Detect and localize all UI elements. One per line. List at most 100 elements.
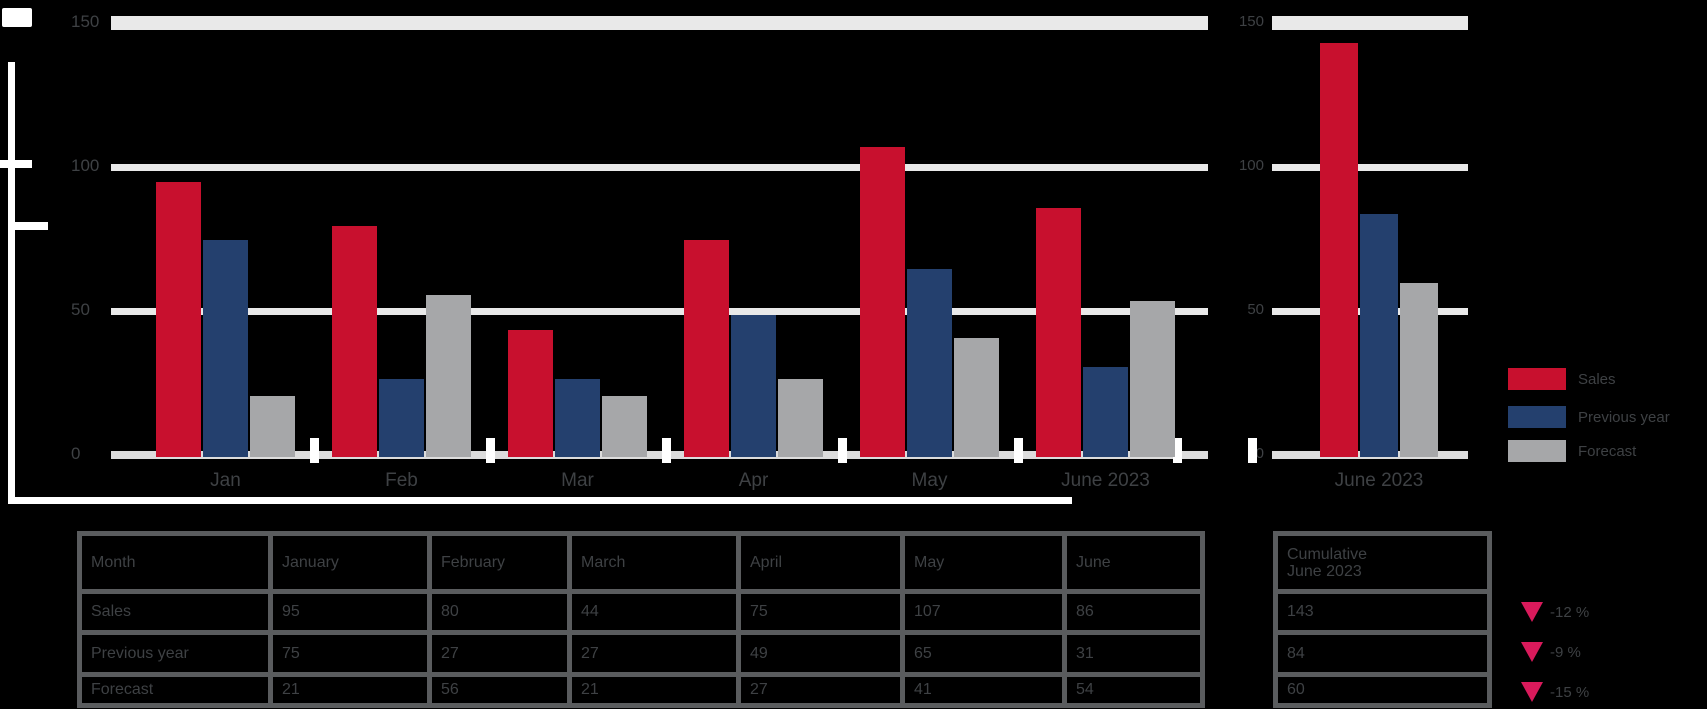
- table-cell: 95: [273, 594, 427, 630]
- table-cell: 31: [1067, 635, 1200, 672]
- baseline-tick: [1014, 438, 1023, 463]
- y-tick-label: 150: [1238, 13, 1264, 30]
- y-tick-label: 100: [1238, 157, 1264, 174]
- legend-label: Forecast: [1578, 443, 1637, 460]
- bar-sales-mar: [508, 330, 553, 457]
- kpi-delta-label: -9 %: [1550, 644, 1581, 661]
- gridline: [111, 16, 1208, 30]
- legend-item-previous-year: Previous year: [1508, 406, 1707, 429]
- table-cell: 54: [1067, 677, 1200, 703]
- down-triangle-icon: [1521, 682, 1543, 702]
- corner-chip: [2, 8, 32, 27]
- baseline-tick: [486, 438, 495, 463]
- bar-previous-year-mar: [555, 379, 600, 457]
- kpi-delta-label: -12 %: [1550, 604, 1590, 621]
- bar-sales-june-2023: [1320, 43, 1358, 457]
- baseline-tick: [838, 438, 847, 463]
- table-header-cell: Cumulative June 2023: [1278, 536, 1487, 589]
- bar-previous-year-apr: [731, 315, 776, 457]
- table-cell: 143: [1278, 594, 1487, 630]
- down-triangle-icon: [1521, 642, 1543, 662]
- bar-forecast-may: [954, 338, 999, 457]
- table-cell: 21: [572, 677, 736, 703]
- legend-label: Sales: [1578, 371, 1616, 388]
- bar-sales-feb: [332, 226, 377, 457]
- bar-forecast-june-2023: [1400, 283, 1438, 457]
- kpi-row: -15 %: [1521, 681, 1691, 703]
- table-cell: 27: [432, 635, 567, 672]
- table-cell: 80: [432, 594, 567, 630]
- table-cell: 65: [905, 635, 1062, 672]
- gridline: [1272, 163, 1468, 171]
- bar-previous-year-feb: [379, 379, 424, 457]
- legend-label: Previous year: [1578, 409, 1670, 426]
- axis-decor-horizontal: [8, 497, 1072, 504]
- table-monthly: Month January February March April May June Sal…: [77, 531, 1205, 708]
- y-tick-label: 150: [71, 12, 100, 31]
- bar-previous-year-may: [907, 269, 952, 457]
- gridline: [111, 451, 1208, 459]
- baseline-tick: [662, 438, 671, 463]
- table-header-cell: February: [432, 536, 567, 589]
- table-header-cell: June: [1067, 536, 1200, 589]
- legend-swatch-sales: [1508, 368, 1566, 390]
- y-tick-label: 0: [1255, 445, 1264, 462]
- table-row-label: Forecast: [82, 677, 268, 703]
- axis-decor-tick-left: [0, 160, 32, 168]
- bar-sales-jan: [156, 182, 201, 457]
- bar-previous-year-june-2023: [1360, 214, 1398, 457]
- table-cell: 84: [1278, 635, 1487, 672]
- chart-cumulative: 150 100 50 0 June 2023: [1190, 0, 1510, 500]
- table-cell: 56: [432, 677, 567, 703]
- chart-monthly: 150 100 50 0 Jan Feb Mar Apr May June 2023: [71, 12, 1208, 491]
- bar-sales-june-2023: [1036, 208, 1081, 457]
- baseline-tick: [1248, 438, 1257, 463]
- down-triangle-icon: [1521, 602, 1543, 622]
- kpi-delta-label: -15 %: [1550, 684, 1590, 701]
- baseline-tick: [1173, 438, 1182, 463]
- bar-forecast-feb: [426, 295, 471, 457]
- bar-forecast-jan: [250, 396, 295, 457]
- kpi-row: -9 %: [1521, 641, 1691, 663]
- table-cell: 86: [1067, 594, 1200, 630]
- table-cell: 60: [1278, 677, 1487, 703]
- table-row-label: Previous year: [82, 635, 268, 672]
- legend-swatch-previous-year: [1508, 406, 1566, 428]
- kpi-row: -12 %: [1521, 601, 1691, 623]
- table-cell: 75: [741, 594, 900, 630]
- table-cell: 27: [572, 635, 736, 672]
- y-tick-label: 50: [1247, 301, 1264, 318]
- table-cell: 107: [905, 594, 1062, 630]
- bar-sales-apr: [684, 240, 729, 457]
- legend-swatch-forecast: [1508, 440, 1566, 462]
- bar-forecast-mar: [602, 396, 647, 457]
- bar-previous-year-june-2023: [1083, 367, 1128, 457]
- x-axis-label: Jan: [210, 470, 241, 491]
- table-cell: 41: [905, 677, 1062, 703]
- bar-forecast-june-2023: [1130, 301, 1175, 457]
- table-cell: 21: [273, 677, 427, 703]
- baseline-tick: [310, 438, 319, 463]
- table-cell: 27: [741, 677, 900, 703]
- table-cell: 49: [741, 635, 900, 672]
- x-axis-label: June 2023: [1061, 470, 1150, 491]
- x-axis-label: May: [911, 470, 948, 491]
- axis-decor-tick-right: [10, 222, 48, 230]
- bar-previous-year-jan: [203, 240, 248, 457]
- table-cell: 75: [273, 635, 427, 672]
- x-axis-label: June 2023: [1334, 470, 1424, 491]
- bar-forecast-apr: [778, 379, 823, 457]
- gridline: [111, 163, 1208, 171]
- table-cumulative: Cumulative June 2023 143 84 60: [1273, 531, 1492, 708]
- table-header-cell: March: [572, 536, 736, 589]
- y-tick-label: 50: [71, 300, 90, 319]
- table-cell: 44: [572, 594, 736, 630]
- bar-sales-may: [860, 147, 905, 457]
- axis-decor-vertical: [8, 62, 15, 503]
- y-tick-label: 100: [71, 156, 100, 175]
- x-axis-label: Feb: [385, 470, 418, 491]
- table-header-cell: Month: [82, 536, 268, 589]
- y-tick-label: 0: [71, 444, 81, 463]
- table-header-cell: May: [905, 536, 1062, 589]
